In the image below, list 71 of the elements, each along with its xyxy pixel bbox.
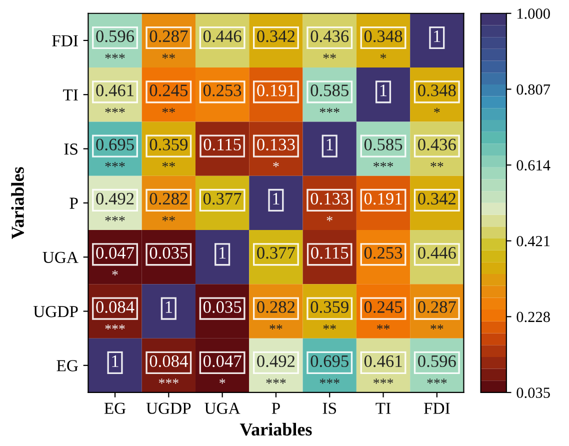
data-label: 0.492 *** xyxy=(257,355,295,384)
data-label: 0.446 xyxy=(203,30,242,42)
y-tick-label: UGDP xyxy=(33,306,78,318)
color-bar-label: 0.421 xyxy=(516,236,550,246)
data-label: 0.436 ** xyxy=(418,138,456,168)
data-label: 0.596 *** xyxy=(96,30,134,59)
color-bar-label: 0.807 xyxy=(516,84,550,95)
data-label: 0.282 ** xyxy=(150,192,188,222)
data-label: 0.461 *** xyxy=(96,84,134,113)
data-label: 0.035 xyxy=(150,247,188,259)
y-tick-label: TI xyxy=(63,89,78,100)
data-label: 0.253 xyxy=(203,84,242,96)
data-label: 1 xyxy=(380,84,387,96)
x-axis-title: Variables xyxy=(240,422,312,436)
x-tick-label: FDI xyxy=(424,402,450,414)
y-tick-label: EG xyxy=(56,360,78,372)
data-label: 0.047 * xyxy=(96,247,134,276)
color-bar-label: 0.228 xyxy=(516,312,550,322)
data-label: 1 xyxy=(220,247,226,259)
data-label: 0.446 xyxy=(418,247,456,259)
data-label: 0.245 ** xyxy=(364,301,402,330)
data-label: 0.377 xyxy=(203,192,242,205)
data-label: 0.287 ** xyxy=(418,301,456,330)
y-axis-title: Variables xyxy=(11,167,24,240)
data-label: 0.695 *** xyxy=(96,138,134,168)
data-label: 0.359 ** xyxy=(150,138,188,168)
data-label: 0.115 xyxy=(204,138,241,150)
data-label: 0.035 xyxy=(203,301,242,313)
color-bar-label: 1.000 xyxy=(517,8,550,19)
data-label: 1 xyxy=(434,30,440,42)
data-label: 0.585 *** xyxy=(310,84,348,113)
data-label: 0.377 xyxy=(257,247,295,259)
data-label: 0.115 xyxy=(311,247,348,259)
data-label: 0.492 *** xyxy=(96,192,134,222)
data-label: 0.359 ** xyxy=(310,301,348,330)
data-label: 0.287 ** xyxy=(150,30,188,59)
y-tick-label: UGA xyxy=(42,252,78,264)
data-label: 0.585 *** xyxy=(364,138,402,168)
data-label: 0.348 * xyxy=(364,30,402,59)
data-label: 0.342 xyxy=(418,192,456,205)
data-label: 1 xyxy=(326,138,333,150)
data-label: 0.191 xyxy=(257,84,294,96)
color-bar-label: 0.614 xyxy=(516,160,550,171)
y-tick-label: P xyxy=(70,198,78,209)
data-label: 0.084 *** xyxy=(96,301,134,330)
data-label: 0.191 xyxy=(364,192,402,205)
data-label: 0.133 * xyxy=(310,192,348,222)
color-bar-label: 0.035 xyxy=(516,388,550,398)
data-label: 1 xyxy=(273,192,280,204)
x-tick-label: TI xyxy=(376,402,391,414)
data-label: 1 xyxy=(112,355,118,367)
y-tick-label: IS xyxy=(64,144,78,155)
y-tick-label: FDI xyxy=(52,35,78,46)
data-label: 0.133 * xyxy=(257,138,295,168)
data-label: 0.695 *** xyxy=(310,355,348,384)
data-label: 0.282 ** xyxy=(257,301,295,330)
data-label: 0.348 * xyxy=(418,84,456,113)
x-tick-label: UGA xyxy=(204,402,240,414)
data-label: 0.253 xyxy=(364,247,402,259)
data-label: 0.596 *** xyxy=(418,355,456,384)
x-tick-label: EG xyxy=(104,402,126,414)
data-label: 1 xyxy=(166,301,172,313)
x-tick-label: IS xyxy=(322,402,336,414)
data-label: 0.245 ** xyxy=(150,84,188,113)
data-label: 0.084 *** xyxy=(150,355,188,384)
x-tick-label: P xyxy=(272,402,280,414)
data-label: 0.342 xyxy=(257,30,295,42)
data-label: 0.047 * xyxy=(203,355,242,384)
data-label: 0.436 ** xyxy=(310,30,349,59)
x-tick-label: UGDP xyxy=(146,402,191,414)
data-label: 0.461 *** xyxy=(364,355,402,384)
